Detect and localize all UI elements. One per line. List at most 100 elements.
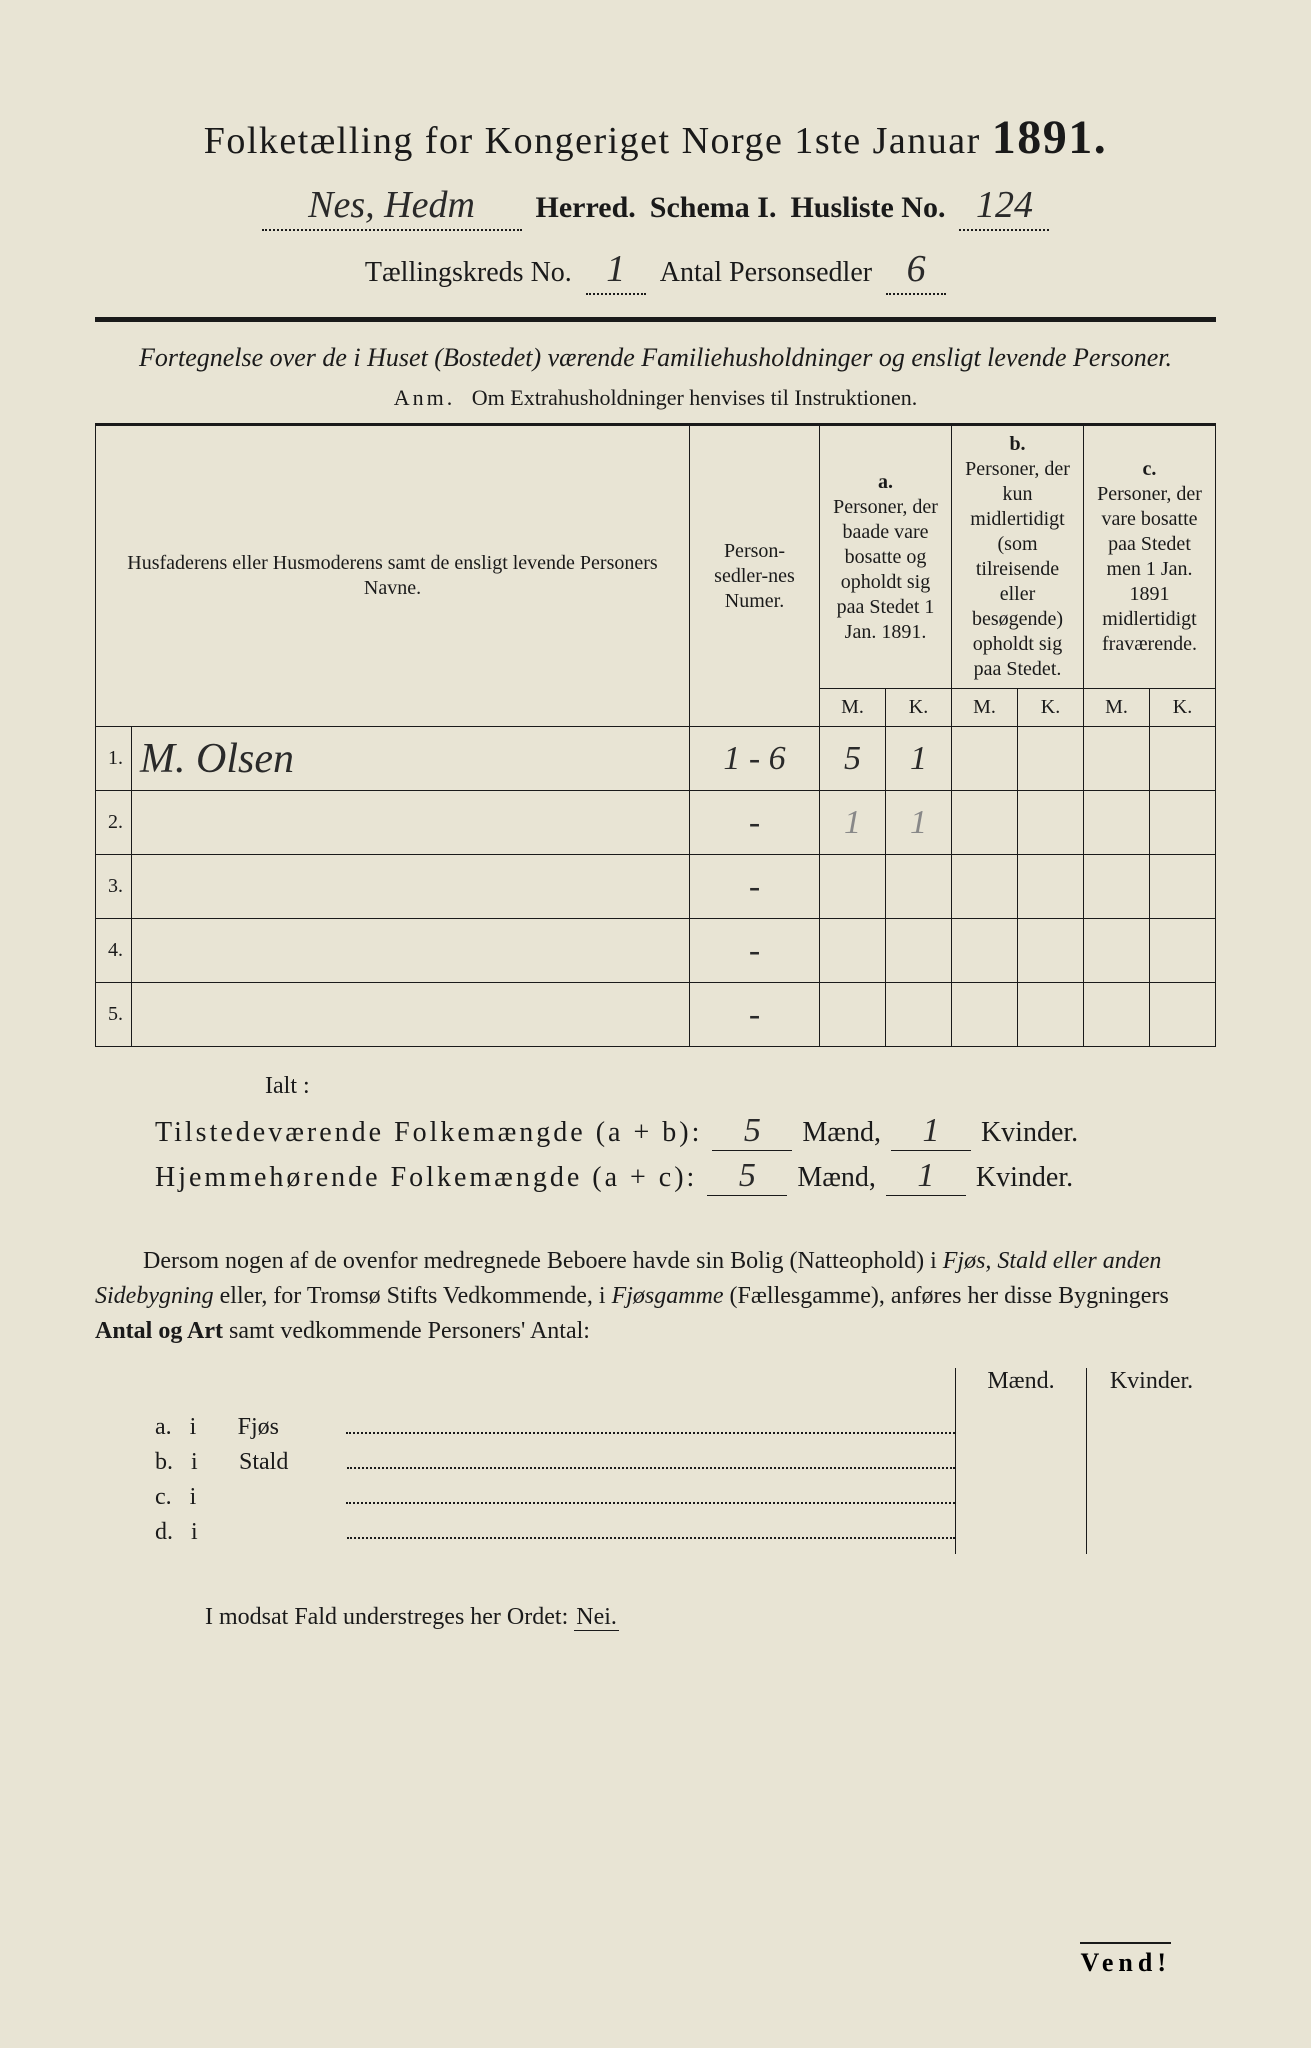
row-a-k: 1 — [886, 727, 952, 791]
col-a-m: M. — [820, 689, 886, 727]
row-number: 5. — [96, 983, 132, 1047]
col-a-header: a. Personer, der baade vare bosatte og o… — [820, 425, 952, 689]
row-b-k — [1018, 791, 1084, 855]
side-row-lbl: b. — [155, 1449, 173, 1476]
row-number: 1. — [96, 727, 132, 791]
side-rows: a.iFjøsb.iStaldc.id.i — [95, 1368, 955, 1554]
side-col-maend: Mænd. — [956, 1368, 1086, 1554]
col-name-header: Husfaderens eller Husmoderens samt de en… — [96, 425, 690, 727]
row-a-m — [820, 855, 886, 919]
herred-value: Nes, Hedm — [262, 183, 522, 231]
row-c-k — [1150, 919, 1216, 983]
nei-line: I modsat Fald understreges her Ordet: Ne… — [205, 1604, 1216, 1631]
husliste-value: 124 — [959, 183, 1049, 231]
col-a-k: K. — [886, 689, 952, 727]
side-row-lbl: d. — [155, 1519, 173, 1546]
vend-label: Vend! — [1080, 1942, 1171, 1978]
side-row-i: i — [190, 1484, 220, 1511]
ialt-label: Ialt : — [265, 1073, 1216, 1100]
total-present-k: 1 — [891, 1112, 971, 1151]
row-c-k — [1150, 983, 1216, 1047]
row-b-k — [1018, 919, 1084, 983]
row-a-m — [820, 983, 886, 1047]
row-name: M. Olsen — [132, 727, 690, 791]
side-row-dots — [346, 1432, 955, 1434]
row-number: 3. — [96, 855, 132, 919]
row-b-k — [1018, 727, 1084, 791]
row-persno: - — [690, 855, 820, 919]
row-c-k — [1150, 727, 1216, 791]
schema-label: Schema I. — [650, 191, 777, 225]
total-present: Tilstedeværende Folkemængde (a + b): 5 M… — [155, 1112, 1216, 1151]
row-name — [132, 919, 690, 983]
side-row-lbl: c. — [155, 1484, 172, 1511]
row-b-k — [1018, 855, 1084, 919]
row-b-m — [952, 791, 1018, 855]
row-b-k — [1018, 983, 1084, 1047]
table-row: 2.-11 — [96, 791, 1216, 855]
row-a-m: 1 — [820, 791, 886, 855]
census-form-page: Folketælling for Kongeriget Norge 1ste J… — [0, 0, 1311, 2048]
row-b-m — [952, 983, 1018, 1047]
nei-prefix: I modsat Fald understreges her Ordet: — [205, 1604, 568, 1630]
total-present-m: 5 — [712, 1112, 792, 1151]
row-c-m — [1084, 727, 1150, 791]
row-persno: - — [690, 919, 820, 983]
col-c-m: M. — [1084, 689, 1150, 727]
kvinder-label-2: Kvinder. — [976, 1162, 1073, 1194]
antal-label: Antal Personsedler — [660, 257, 872, 289]
side-row: a.iFjøs — [155, 1414, 955, 1441]
subtitle: Fortegnelse over de i Huset (Bostedet) v… — [95, 340, 1216, 375]
side-row-dots — [346, 1502, 955, 1504]
row-c-k — [1150, 855, 1216, 919]
row-number: 4. — [96, 919, 132, 983]
side-row-dots — [347, 1467, 955, 1469]
title-text: Folketælling for Kongeriget Norge 1ste J… — [204, 120, 981, 162]
header-line-2: Nes, Hedm Herred. Schema I. Husliste No.… — [95, 183, 1216, 231]
anm-label: Anm. — [394, 385, 456, 410]
row-a-k: 1 — [886, 791, 952, 855]
row-b-m — [952, 727, 1018, 791]
row-a-m — [820, 919, 886, 983]
row-a-m: 5 — [820, 727, 886, 791]
col-b-k: K. — [1018, 689, 1084, 727]
col-c-k: K. — [1150, 689, 1216, 727]
row-c-m — [1084, 983, 1150, 1047]
row-persno: 1 - 6 — [690, 727, 820, 791]
col-c-header: c. Personer, der vare bosatte paa Stedet… — [1084, 425, 1216, 689]
side-row: b.iStald — [155, 1449, 955, 1476]
side-row-lbl: a. — [155, 1414, 172, 1441]
row-name — [132, 855, 690, 919]
side-row: c. i — [155, 1484, 955, 1511]
table-row: 3. - — [96, 855, 1216, 919]
total-resident-k: 1 — [886, 1157, 966, 1196]
side-mk-columns: Mænd. Kvinder. — [955, 1368, 1216, 1554]
row-c-k — [1150, 791, 1216, 855]
col-b-m: M. — [952, 689, 1018, 727]
table-row: 1.M. Olsen1 - 651 — [96, 727, 1216, 791]
header-line-3: Tællingskreds No. 1 Antal Personsedler 6 — [95, 247, 1216, 295]
side-row-i: i — [190, 1414, 220, 1441]
main-title: Folketælling for Kongeriget Norge 1ste J… — [95, 110, 1216, 165]
title-year: 1891. — [992, 111, 1108, 164]
total-resident: Hjemmehørende Folkemængde (a + c): 5 Mæn… — [155, 1157, 1216, 1196]
total-present-label: Tilstedeværende Folkemængde (a + b): — [155, 1117, 702, 1149]
total-resident-label: Hjemmehørende Folkemængde (a + c): — [155, 1162, 697, 1194]
row-persno: - — [690, 791, 820, 855]
divider-1 — [95, 317, 1216, 322]
row-a-k — [886, 919, 952, 983]
side-row-i: i — [191, 1519, 221, 1546]
nei-word: Nei. — [574, 1604, 619, 1631]
row-name — [132, 791, 690, 855]
row-c-m — [1084, 791, 1150, 855]
side-row: d. i — [155, 1519, 955, 1546]
maend-label-1: Mænd, — [802, 1117, 881, 1149]
anm-line: Anm. Om Extrahusholdninger henvises til … — [95, 385, 1216, 411]
table-row: 4. - — [96, 919, 1216, 983]
row-b-m — [952, 919, 1018, 983]
side-building-section: a.iFjøsb.iStaldc.id.i Mænd. Kvinder. — [95, 1368, 1216, 1554]
row-c-m — [1084, 855, 1150, 919]
row-b-m — [952, 855, 1018, 919]
kvinder-label-1: Kvinder. — [981, 1117, 1078, 1149]
kreds-value: 1 — [586, 247, 646, 295]
